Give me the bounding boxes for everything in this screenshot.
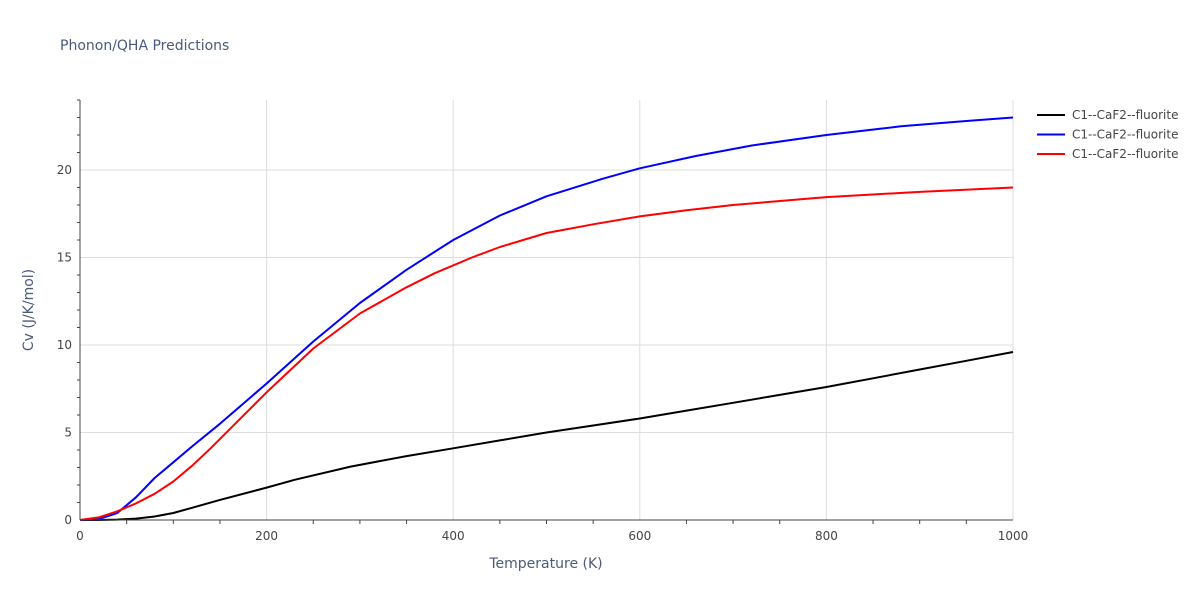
legend-label: C1--CaF2--fluorite bbox=[1072, 128, 1178, 142]
tick-labels: 0 200 400 600 800 1000 0 5 10 15 20 bbox=[57, 163, 1029, 543]
x-tick-label: 800 bbox=[815, 529, 838, 543]
y-tick-label: 10 bbox=[57, 338, 72, 352]
legend-item-2[interactable]: C1--CaF2--fluorite bbox=[1037, 147, 1178, 161]
y-tick-label: 5 bbox=[64, 426, 72, 440]
axes bbox=[77, 99, 1013, 524]
x-tick-label: 1000 bbox=[998, 529, 1029, 543]
y-tick-label: 20 bbox=[57, 163, 72, 177]
grid-lines bbox=[80, 100, 1014, 520]
legend-label: C1--CaF2--fluorite bbox=[1072, 108, 1178, 122]
legend-item-0[interactable]: C1--CaF2--fluorite bbox=[1037, 108, 1178, 122]
series-lines bbox=[79, 116, 1014, 521]
series-line-1 bbox=[79, 116, 1014, 521]
y-tick-label: 15 bbox=[57, 251, 72, 265]
x-tick-label: 600 bbox=[628, 529, 651, 543]
legend-label: C1--CaF2--fluorite bbox=[1072, 147, 1178, 161]
x-tick-label: 200 bbox=[255, 529, 278, 543]
legend[interactable]: C1--CaF2--fluorite C1--CaF2--fluorite C1--… bbox=[1037, 108, 1178, 161]
series-line-2 bbox=[79, 186, 1014, 521]
y-tick-label: 0 bbox=[64, 513, 72, 527]
x-axis-title: Temperature (K) bbox=[488, 556, 602, 572]
x-tick-label: 400 bbox=[442, 529, 465, 543]
chart-title: Phonon/QHA Predictions bbox=[60, 38, 229, 54]
legend-item-1[interactable]: C1--CaF2--fluorite bbox=[1037, 128, 1178, 142]
x-tick-label: 0 bbox=[76, 529, 84, 543]
series-line-0 bbox=[80, 351, 1014, 521]
y-axis-title: Cv (J/K/mol) bbox=[21, 269, 37, 351]
